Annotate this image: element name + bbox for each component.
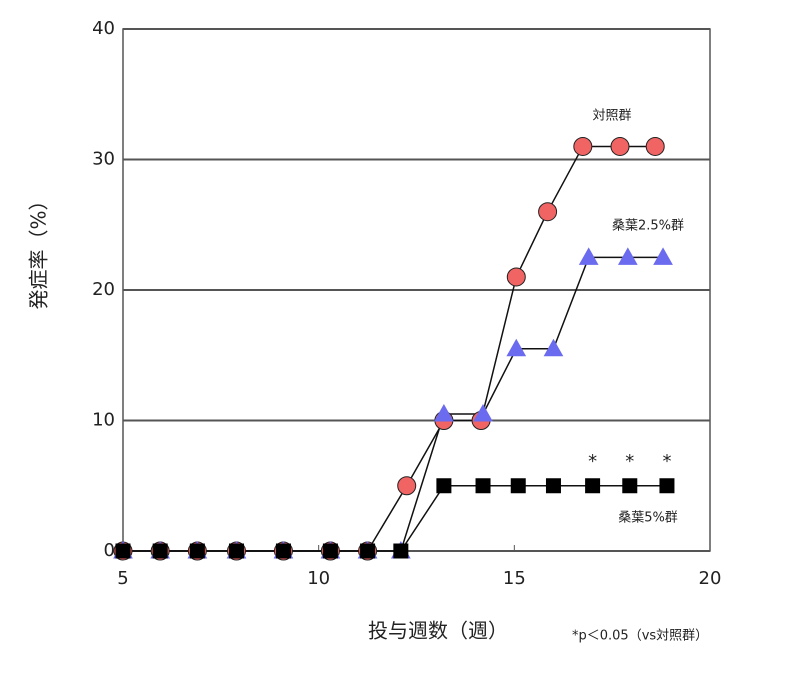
x-tick-label: 20	[699, 568, 722, 589]
x-tick-label: 10	[307, 568, 330, 589]
y-tick-label: 30	[92, 149, 115, 170]
point	[622, 478, 638, 494]
significance-mark: *	[625, 451, 634, 472]
x-tick-label: 5	[117, 568, 128, 589]
point	[610, 136, 630, 156]
point	[275, 543, 291, 559]
footnote: *p＜0.05（vs対照群）	[572, 629, 708, 644]
point	[545, 478, 561, 494]
point	[360, 543, 376, 559]
point	[152, 543, 168, 559]
series-line	[123, 485, 667, 552]
series-label: 桑葉2.5%群	[612, 219, 684, 234]
point	[659, 478, 675, 494]
point	[322, 543, 338, 559]
point	[115, 543, 131, 559]
point	[510, 478, 526, 494]
series-line	[123, 256, 664, 552]
y-tick-label: 0	[104, 540, 115, 561]
y-tick-label: 20	[92, 279, 115, 300]
point	[473, 403, 493, 422]
point	[645, 136, 665, 156]
x-axis-label: 投与週数（週）	[368, 619, 508, 643]
point	[436, 478, 452, 494]
point	[573, 136, 593, 156]
point	[506, 267, 526, 287]
y-axis-label: 発症率（%）	[27, 190, 51, 309]
series-label: 桑葉5%群	[618, 511, 678, 526]
point	[585, 478, 601, 494]
point	[393, 543, 409, 559]
y-tick-label: 10	[92, 410, 115, 431]
point	[538, 202, 558, 222]
y-tick-label: 40	[92, 18, 115, 39]
point	[397, 476, 417, 496]
series-line	[123, 145, 656, 552]
x-tick-label: 15	[503, 568, 526, 589]
point	[189, 543, 205, 559]
point	[543, 338, 564, 357]
point	[475, 478, 491, 494]
series-label: 対照群	[592, 109, 631, 124]
significance-mark: *	[588, 451, 597, 472]
point	[434, 403, 454, 422]
significance-mark: *	[662, 451, 671, 472]
point	[653, 247, 673, 265]
point	[578, 247, 599, 265]
point	[506, 338, 527, 357]
point	[228, 543, 244, 559]
point	[617, 247, 638, 265]
